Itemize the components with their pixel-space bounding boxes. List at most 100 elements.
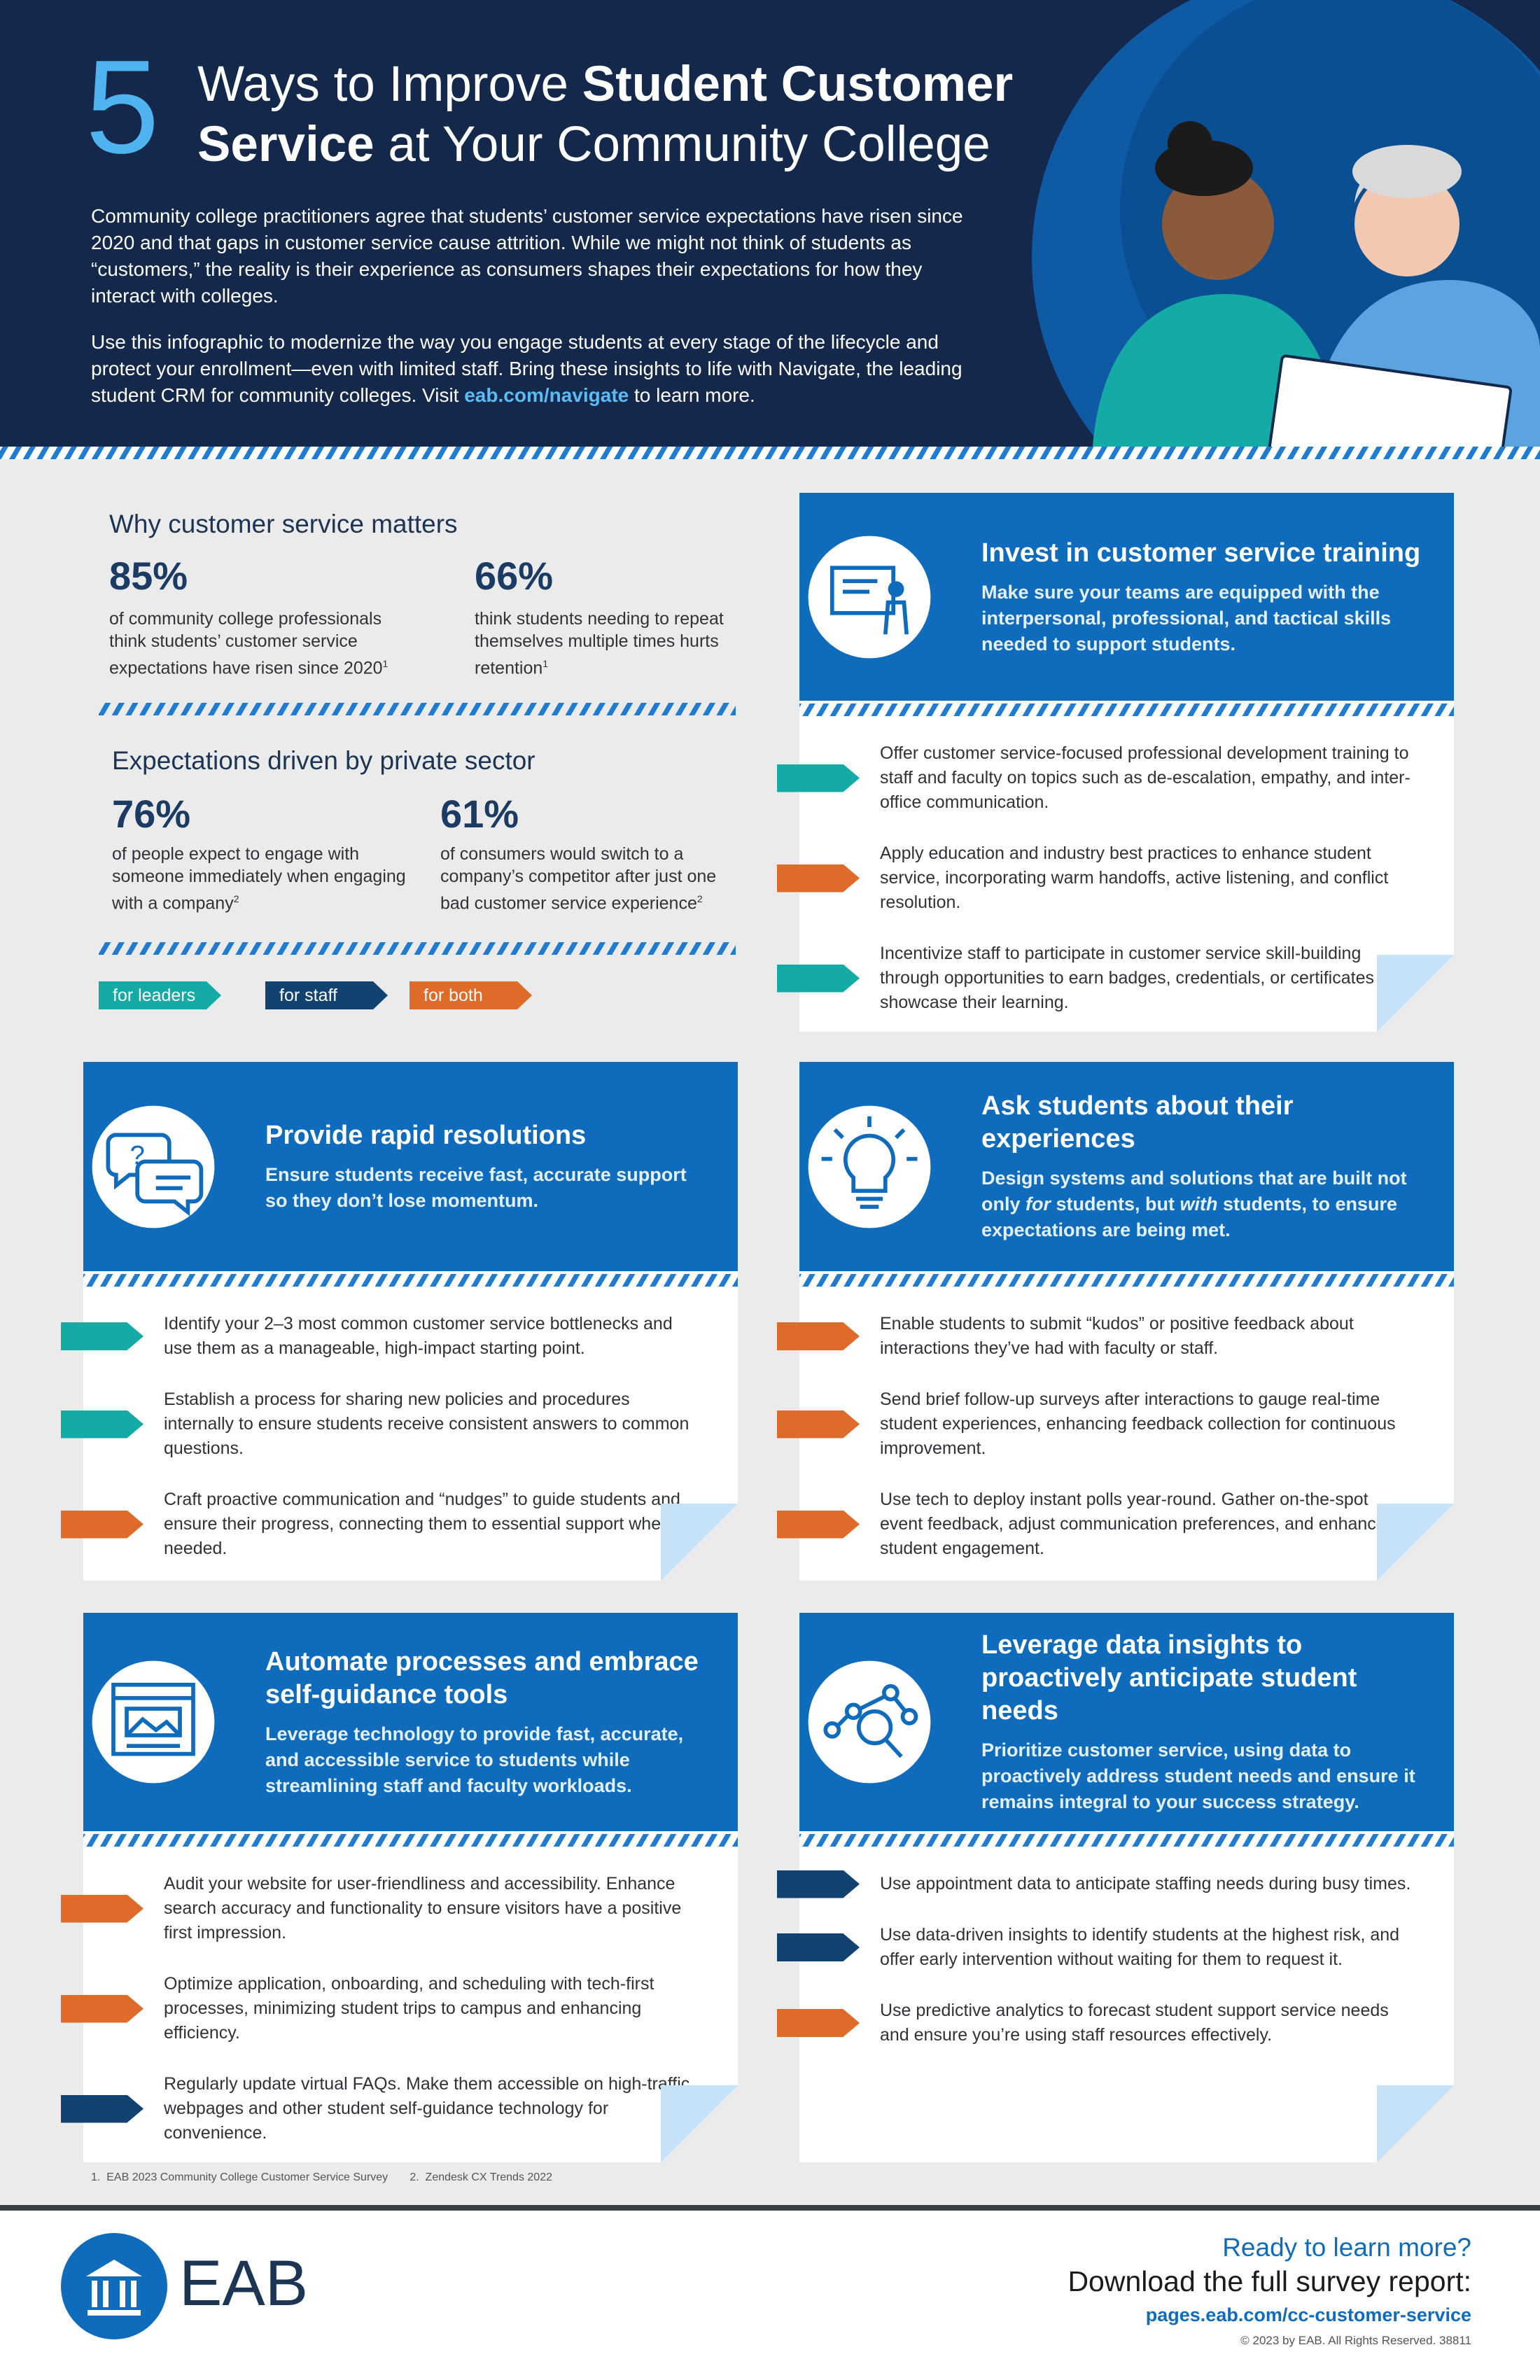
- card-item: Use data-driven insights to identify stu…: [777, 1923, 1454, 1972]
- stat-text: of people expect to engage with someone …: [112, 843, 413, 914]
- stat-desc: of consumers would switch to a company’s…: [440, 844, 717, 913]
- text-segment: Ask students about their experiences: [981, 1091, 1294, 1154]
- text-segment: Ensure students receive fast, accurate s…: [265, 1164, 687, 1211]
- report-link[interactable]: pages.eab.com/cc-customer-service: [1145, 2304, 1471, 2325]
- text-segment: Service: [197, 117, 374, 172]
- card-title: Leverage data insights to proactively an…: [981, 1629, 1426, 1728]
- divider-stripe: [799, 1834, 1454, 1847]
- logo-mark: [61, 2233, 167, 2339]
- item-arrow: [777, 1322, 860, 1350]
- text-segment: Invest in customer service training: [981, 538, 1421, 568]
- item-arrow: [777, 1933, 860, 1961]
- text-segment: Ways to Improve: [197, 57, 582, 112]
- item-text: Identify your 2–3 most common customer s…: [164, 1314, 673, 1358]
- title-line: Ways to Improve Student Customer: [197, 55, 1013, 115]
- divider-stripe: [99, 703, 736, 715]
- item-text: Send brief follow-up surveys after inter…: [880, 1390, 1396, 1458]
- text-segment: Provide rapid resolutions: [265, 1121, 587, 1150]
- card-item: Offer customer service-focused professio…: [777, 741, 1454, 815]
- item-text: Establish a process for sharing new poli…: [164, 1390, 690, 1458]
- item-arrow: [61, 1510, 144, 1539]
- footnote-ref: 1: [542, 658, 549, 669]
- divider-stripe: [0, 447, 1540, 459]
- item-arrow: [61, 1322, 144, 1350]
- footnote-text: EAB 2023 Community College Customer Serv…: [106, 2171, 388, 2183]
- item-text: Use tech to deploy instant polls year-ro…: [880, 1490, 1386, 1558]
- stat-desc: of community college professionals think…: [109, 609, 383, 678]
- item-text: Use data-driven insights to identify stu…: [880, 1925, 1400, 1969]
- stat-text: of community college professionals think…: [109, 608, 410, 679]
- intro-paragraph: Use this infographic to modernize the wa…: [91, 329, 966, 409]
- card-description: Prioritize customer service, using data …: [981, 1737, 1426, 1815]
- text-segment: students, but: [1051, 1194, 1180, 1214]
- item-text: Craft proactive communication and “nudge…: [164, 1490, 680, 1558]
- text-segment: Student Customer: [582, 57, 1014, 112]
- page-fold: [661, 1504, 738, 1581]
- card-items: Use appointment data to anticipate staff…: [777, 1831, 1454, 2047]
- text-segment: to learn more.: [629, 384, 755, 406]
- card-header: Invest in customer service training Make …: [799, 493, 1454, 701]
- item-arrow: [777, 1410, 860, 1438]
- item-arrow: [61, 1410, 144, 1438]
- card: Ask students about their experiences Desi…: [777, 1062, 1454, 1581]
- page-fold: [1377, 2085, 1454, 2162]
- text-segment[interactable]: eab.com/navigate: [464, 384, 629, 406]
- text-segment: Prioritize customer service, using data …: [981, 1740, 1415, 1812]
- card-header: Ask students about their experiences Desi…: [799, 1062, 1454, 1271]
- logo-text: EAB: [179, 2248, 309, 2319]
- text-segment: Automate processes and embrace self-guid…: [265, 1646, 699, 1709]
- text-segment: at Your Community College: [374, 117, 990, 172]
- stats-heading: Expectations driven by private sector: [112, 746, 536, 775]
- stat-value: 85%: [109, 554, 188, 598]
- divider-stripe: [799, 1274, 1454, 1287]
- card: Leverage data insights to proactively an…: [777, 1613, 1454, 2162]
- card-item: Regularly update virtual FAQs. Make them…: [61, 2072, 738, 2146]
- card-title: Automate processes and embrace self-guid…: [265, 1646, 710, 1712]
- item-text: Enable students to submit “kudos” or pos…: [880, 1314, 1354, 1358]
- item-text: Use appointment data to anticipate staff…: [880, 1874, 1411, 1893]
- stat-text: of consumers would switch to a company’s…: [440, 843, 748, 914]
- item-text: Audit your website for user-friendliness…: [164, 1874, 682, 1942]
- text-segment: with: [1180, 1194, 1218, 1214]
- footnotes: 1. EAB 2023 Community College Customer S…: [91, 2171, 552, 2184]
- card-item: Identify your 2–3 most common customer s…: [61, 1312, 738, 1361]
- stat-text: think students needing to repeat themsel…: [475, 608, 776, 679]
- stats-heading: Why customer service matters: [109, 510, 458, 538]
- page-fold: [1377, 1504, 1454, 1581]
- card-item: Incentivize staff to participate in cust…: [777, 941, 1454, 1015]
- title-numeral: 5: [85, 33, 160, 181]
- card-icon: [808, 1660, 931, 1784]
- card: Automate processes and embrace self-guid…: [61, 1613, 738, 2162]
- divider-stripe: [799, 704, 1454, 716]
- page-fold: [1377, 955, 1454, 1032]
- stat-value: 76%: [112, 792, 191, 836]
- card-items: Audit your website for user-friendliness…: [61, 1831, 738, 2146]
- copyright: © 2023 by EAB. All Rights Reserved. 3881…: [1240, 2334, 1471, 2347]
- text-segment: Use this infographic to modernize the wa…: [91, 331, 962, 406]
- page-fold: [661, 2085, 738, 2162]
- intro-paragraph: Community college practitioners agree th…: [91, 203, 966, 309]
- card-header: Leverage data insights to proactively an…: [799, 1613, 1454, 1831]
- stat-desc: think students needing to repeat themsel…: [475, 609, 724, 678]
- footnote-ref: 2: [233, 893, 239, 904]
- text-segment: Design systems and solutions that are bu…: [981, 1168, 1407, 1214]
- item-text: Offer customer service-focused professio…: [880, 743, 1410, 812]
- item-arrow: [61, 1994, 144, 2023]
- text-segment: students, to ensure expectations are bei…: [981, 1194, 1398, 1240]
- divider-stripe: [83, 1834, 738, 1847]
- card-header: ? Provide rapid resolutions Ensure student…: [83, 1062, 738, 1271]
- card-item: Optimize application, onboarding, and sc…: [61, 1972, 738, 2045]
- card: ? Provide rapid resolutions Ensure student…: [61, 1062, 738, 1581]
- stat-value: 61%: [440, 792, 519, 836]
- item-arrow: [777, 864, 860, 892]
- card-item: Apply education and industry best practi…: [777, 841, 1454, 915]
- item-text: Regularly update virtual FAQs. Make them…: [164, 2074, 690, 2143]
- card-description: Make sure your teams are equipped with t…: [981, 580, 1426, 657]
- card-description: Ensure students receive fast, accurate s…: [265, 1162, 710, 1214]
- card: Invest in customer service training Make …: [777, 493, 1454, 1032]
- divider-stripe: [99, 942, 736, 955]
- text-segment: Leverage technology to provide fast, acc…: [265, 1723, 684, 1796]
- text-segment: Leverage data insights to proactively an…: [981, 1630, 1357, 1726]
- item-arrow: [777, 964, 860, 993]
